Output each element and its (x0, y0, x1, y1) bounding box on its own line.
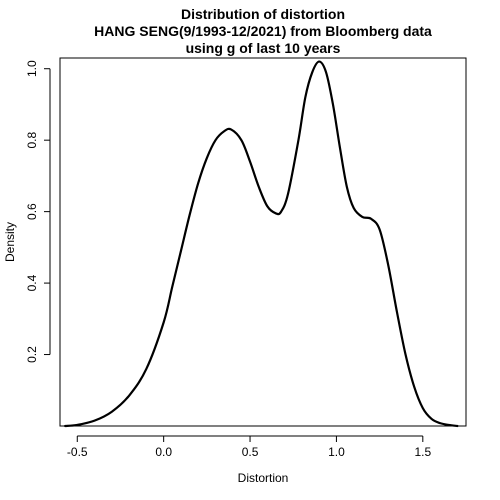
y-tick-label: 0.2 (25, 346, 39, 363)
x-tick-label: 0.5 (242, 445, 259, 459)
x-tick-label: 0.0 (155, 445, 172, 459)
y-axis: 0.2 0.4 0.6 0.8 1.0 (25, 60, 51, 363)
x-axis-label: Distortion (238, 471, 289, 485)
y-tick-label: 1.0 (25, 60, 39, 77)
x-tick-label: 1.5 (414, 445, 431, 459)
x-tick-label: -0.5 (67, 445, 88, 459)
y-tick-label: 0.4 (25, 274, 39, 291)
density-curve (64, 60, 459, 428)
y-tick-label: 0.6 (25, 203, 39, 220)
x-tick-label: 1.0 (328, 445, 345, 459)
chart-title-line-3: using g of last 10 years (186, 40, 341, 56)
chart-title: Distribution of distortion HANG SENG(9/1… (94, 6, 432, 56)
plot-frame (59, 57, 467, 427)
chart-title-line-1: Distribution of distortion (181, 6, 345, 22)
y-axis-label: Density (3, 222, 17, 262)
chart-title-line-2: HANG SENG(9/1993-12/2021) from Bloomberg… (94, 23, 432, 39)
x-axis: -0.5 0.0 0.5 1.0 1.5 (67, 435, 431, 459)
y-tick-label: 0.8 (25, 132, 39, 149)
